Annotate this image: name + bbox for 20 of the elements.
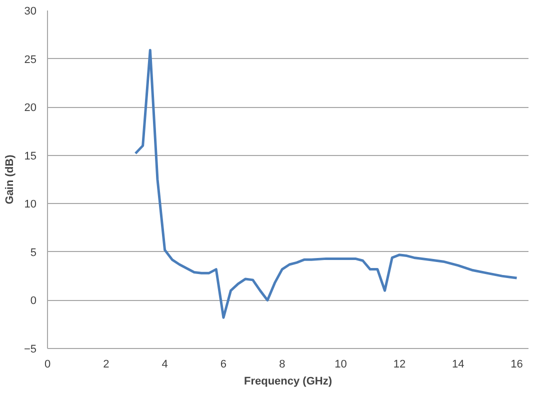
y-tick-label: 5 bbox=[30, 246, 37, 259]
x-tick-label: 8 bbox=[279, 358, 286, 370]
y-tick-label: 0 bbox=[30, 295, 37, 308]
x-tick-label: 12 bbox=[393, 358, 406, 370]
y-tick-label: 15 bbox=[24, 150, 37, 162]
x-axis-title: Frequency (GHz) bbox=[244, 376, 332, 388]
y-tick-label: 20 bbox=[24, 102, 37, 114]
x-tick-label: 0 bbox=[44, 358, 51, 370]
x-tick-label: 14 bbox=[452, 358, 464, 370]
x-tick-label: 2 bbox=[103, 358, 110, 370]
x-tick-label: 10 bbox=[334, 358, 347, 370]
x-tick-label: 16 bbox=[510, 358, 523, 370]
y-tick-label: 25 bbox=[24, 54, 37, 66]
x-tick-label: 6 bbox=[220, 358, 227, 370]
y-tick-label: −5 bbox=[24, 344, 37, 356]
y-axis-title: Gain (dB) bbox=[4, 154, 16, 204]
y-tick-label: 30 bbox=[24, 6, 37, 18]
x-tick-label: 4 bbox=[162, 358, 168, 370]
line-series bbox=[134, 48, 518, 319]
y-tick-label: 10 bbox=[24, 198, 37, 211]
